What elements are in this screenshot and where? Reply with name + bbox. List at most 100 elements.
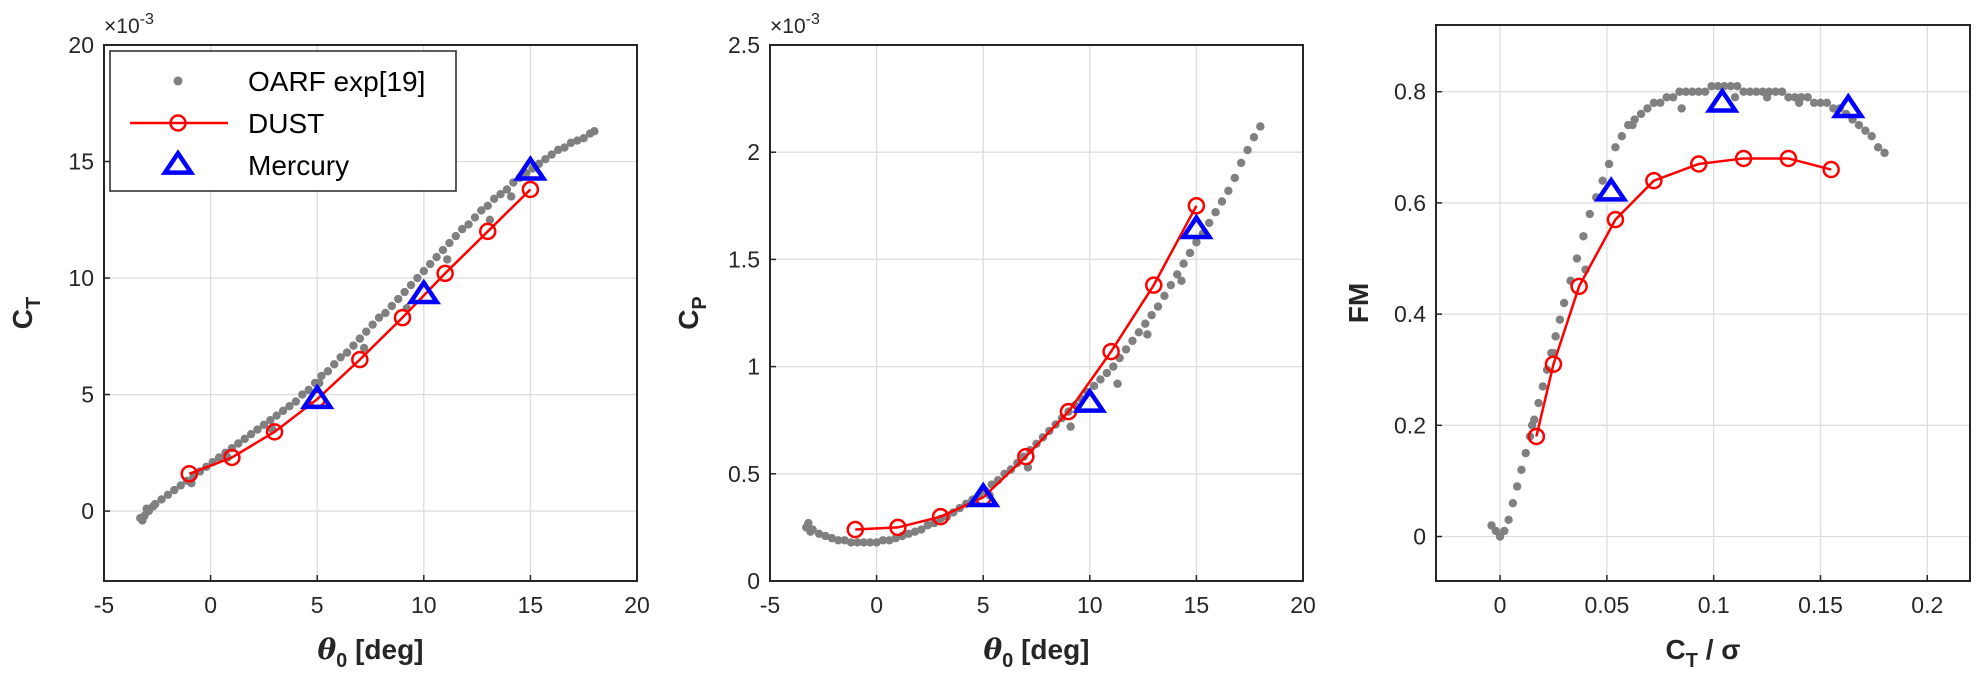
series-dust (846, 197, 1206, 539)
data-point-experiment (1579, 232, 1588, 241)
data-point-dust (223, 448, 241, 467)
data-point-dust (1570, 277, 1588, 296)
data-point-experiment (157, 495, 166, 504)
data-point-dust (1689, 155, 1708, 173)
legend: OARF exp[19] DUST Mercury (109, 50, 457, 192)
data-point-experiment (470, 213, 480, 222)
x-tick-label: 10 (1077, 592, 1103, 618)
data-point-experiment (1096, 375, 1105, 384)
data-point-experiment (1572, 254, 1582, 263)
x-tick-label: 5 (311, 592, 324, 618)
data-point-dust (1187, 197, 1206, 215)
data-point-experiment (1732, 81, 1742, 91)
data-point-mercury (1179, 213, 1214, 240)
ticks: -5 0 5 10 15 20 0 5 10 15 20 (68, 32, 649, 618)
data-point-experiment (821, 531, 830, 541)
data-point-experiment (1816, 98, 1825, 108)
y-tick-label: 0.4 (1394, 301, 1426, 327)
data-point-experiment (1604, 159, 1614, 169)
data-point-experiment (1777, 87, 1787, 96)
data-point-experiment (214, 453, 224, 462)
data-point-dust (1102, 342, 1120, 361)
data-point-experiment (1141, 319, 1150, 328)
data-point-experiment (1185, 248, 1195, 258)
data-point-experiment (1829, 104, 1838, 113)
x-tick-label: 0.2 (1911, 592, 1943, 618)
data-point-experiment (1677, 104, 1686, 113)
axes-box (769, 44, 1304, 582)
data-point-experiment (445, 238, 454, 248)
data-point-experiment (163, 490, 173, 499)
y-scale-label: ×10-3 (104, 11, 154, 38)
data-point-experiment (489, 194, 499, 204)
data-point-mercury (1831, 92, 1866, 119)
data-point-experiment (285, 402, 294, 411)
ticks: 0 0.05 0.1 0.15 0.2 0 0.2 0.4 0.6 0.8 (1394, 79, 1943, 618)
data-point-experiment (1809, 98, 1819, 108)
x-tick-label: -5 (94, 592, 114, 618)
data-point-experiment (1521, 448, 1530, 458)
data-point-experiment (1707, 81, 1716, 91)
y-axis-label: CT (7, 297, 45, 329)
data-point-dust (931, 507, 950, 526)
data-point-experiment (1854, 120, 1864, 130)
data-point-experiment (1224, 186, 1233, 195)
data-point-dust (1734, 149, 1753, 168)
data-point-experiment (502, 185, 512, 194)
data-point-experiment (1762, 93, 1772, 102)
data-point-experiment (1504, 515, 1513, 525)
legend-label: OARF exp[19] (248, 66, 425, 97)
x-tick-label: 0.05 (1584, 592, 1629, 618)
data-point-experiment (240, 434, 249, 444)
x-tick-label: 0.15 (1798, 592, 1843, 618)
data-point-experiment (507, 192, 516, 201)
data-point-experiment (1700, 87, 1710, 96)
x-tick-label: 20 (1290, 592, 1316, 618)
data-point-experiment (1249, 132, 1259, 142)
data-point-experiment (1861, 126, 1870, 135)
series-dust (180, 180, 540, 483)
data-point-dust (1527, 427, 1546, 446)
data-point-experiment (1745, 87, 1755, 96)
data-point-experiment (1512, 482, 1522, 491)
data-point-experiment (878, 536, 888, 545)
data-point-experiment (1177, 276, 1186, 286)
data-point-experiment (1109, 362, 1118, 371)
data-point-experiment (1102, 368, 1112, 378)
data-point-experiment (1192, 238, 1201, 247)
data-point-dust (436, 264, 454, 283)
data-point-experiment (806, 527, 815, 536)
data-point-dust (265, 423, 284, 441)
data-point-experiment (1236, 158, 1246, 168)
data-point-experiment (541, 154, 550, 164)
data-point-experiment (1636, 109, 1646, 119)
data-point-dust (479, 222, 497, 241)
data-point-experiment (1675, 87, 1684, 96)
data-point-experiment (1649, 98, 1659, 108)
y-axis-label: CP (673, 296, 711, 330)
data-point-experiment (457, 224, 467, 234)
data-point-experiment (1643, 104, 1652, 113)
line-dust (188, 188, 532, 475)
data-point-experiment (1803, 93, 1812, 102)
data-point-experiment (438, 245, 448, 255)
data-point-experiment (1143, 330, 1152, 339)
data-point-experiment (590, 127, 599, 136)
data-point-experiment (451, 231, 460, 241)
data-point-experiment (1211, 208, 1220, 217)
data-point-experiment (827, 533, 837, 543)
data-point-experiment (1508, 498, 1518, 508)
data-point-experiment (1121, 345, 1131, 354)
data-point-dust (1645, 171, 1663, 190)
y-tick-label: 0.5 (728, 461, 760, 487)
data-point-experiment (1713, 81, 1723, 91)
y-tick-label: 0 (1413, 524, 1426, 550)
chart-thrust-coefficient: -5 0 5 10 15 20 0 5 10 15 20 θ0 [deg] CT ×10-3 OARF ex… (7, 11, 650, 672)
data-point-experiment (1089, 381, 1099, 391)
chart-figure-of-merit: 0 0.05 0.1 0.15 0.2 0 0.2 0.4 0.6 0.8 CT / σ FM (1343, 24, 1971, 672)
data-point-experiment (1559, 298, 1569, 308)
data-point-experiment (1880, 148, 1889, 158)
x-tick-label: 20 (624, 592, 650, 618)
